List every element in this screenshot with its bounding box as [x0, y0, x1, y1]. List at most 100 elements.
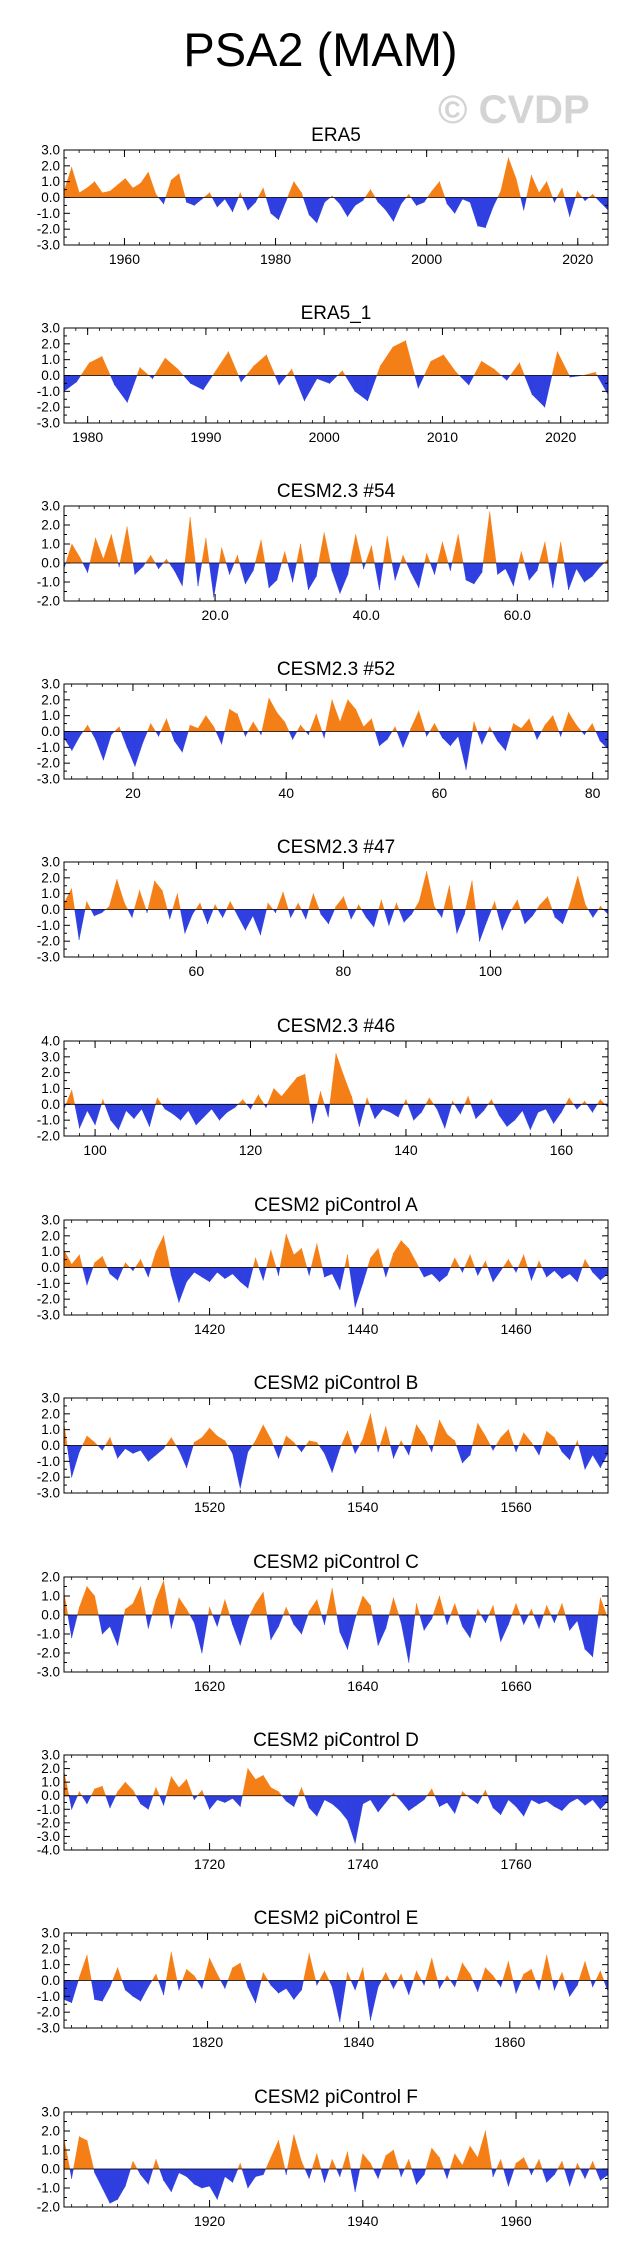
data-point — [492, 206, 494, 208]
data-point — [110, 734, 112, 736]
data-point — [433, 905, 435, 907]
data-point — [216, 206, 218, 208]
data-point — [599, 740, 601, 742]
data-point — [170, 1275, 172, 1276]
data-point — [477, 1422, 479, 1424]
data-point — [576, 1798, 578, 1799]
data-point — [320, 913, 322, 915]
data-point — [523, 1815, 525, 1817]
data-point — [382, 1108, 384, 1110]
data-point — [328, 923, 329, 925]
data-point — [492, 1281, 494, 1283]
data-point — [477, 1275, 479, 1276]
y-tick-label: -3.0 — [37, 238, 60, 253]
data-point — [421, 1111, 422, 1113]
data-point — [78, 1791, 80, 1793]
data-point — [229, 901, 231, 902]
data-point — [554, 917, 556, 918]
data-point — [324, 1624, 325, 1625]
data-point — [538, 2159, 540, 2160]
data-point — [278, 2140, 279, 2141]
data-point — [553, 201, 555, 203]
x-tick-label: 1620 — [194, 1678, 225, 1694]
data-point — [431, 1273, 433, 1275]
data-point — [568, 712, 569, 713]
y-tick-label: 3.0 — [41, 2105, 60, 2120]
data-point — [178, 1449, 180, 1451]
data-point — [557, 351, 558, 353]
data-point — [285, 1988, 287, 1989]
data-point — [324, 1276, 325, 1278]
data-point — [109, 1273, 111, 1275]
data-point — [584, 1648, 586, 1650]
data-point — [561, 1451, 563, 1453]
data-point — [163, 2180, 165, 2181]
data-point — [362, 1967, 364, 1969]
data-point — [452, 1100, 453, 1102]
data-point — [132, 1603, 134, 1604]
data-point — [300, 543, 301, 545]
data-point — [202, 389, 204, 391]
chart-panel: CESM2 piControl F -2.0 -1.0 0.0 1.0 2.0 3.0 192… — [37, 2087, 609, 2229]
data-point — [94, 1999, 96, 2000]
data-point — [538, 1989, 540, 1991]
data-point — [538, 1454, 540, 1456]
data-point — [247, 209, 249, 211]
y-tick-label: 3.0 — [41, 1049, 60, 1064]
data-point — [94, 181, 96, 183]
data-point — [500, 2159, 502, 2160]
data-point — [396, 902, 397, 904]
x-tick-label: 140 — [394, 1142, 418, 1158]
data-point — [94, 2172, 96, 2174]
data-point — [331, 1472, 333, 1473]
data-point — [497, 740, 499, 742]
data-point — [193, 1271, 195, 1273]
data-point — [178, 2172, 180, 2174]
data-point — [118, 566, 120, 568]
data-point — [103, 558, 104, 560]
plot-frame — [63, 2111, 609, 2208]
data-point — [209, 1281, 210, 1283]
data-point — [201, 2187, 203, 2189]
data-point — [417, 387, 419, 389]
data-point — [190, 383, 191, 384]
data-point — [492, 1807, 494, 1809]
y-tick-label: 1.0 — [41, 886, 60, 901]
chart-panel: CESM2 piControl E -3.0-2.0-1.00.01.02.03.… — [37, 1908, 609, 2050]
data-point — [301, 1451, 302, 1453]
data-point — [467, 1096, 469, 1097]
data-point — [158, 568, 160, 570]
data-point — [576, 724, 577, 726]
data-point — [324, 1453, 325, 1454]
data-point — [393, 1252, 394, 1254]
data-point — [124, 178, 126, 179]
x-tick-label: 1420 — [194, 1321, 225, 1337]
data-point — [553, 1437, 555, 1438]
data-point — [366, 1097, 368, 1099]
data-point — [377, 1451, 379, 1453]
data-point — [239, 1806, 241, 1807]
data-point — [519, 362, 520, 364]
x-tick-label: 1960 — [109, 251, 140, 267]
data-point — [569, 1273, 571, 1275]
data-point — [186, 1608, 187, 1610]
data-point — [293, 181, 295, 183]
y-tick-label: 0.0 — [41, 724, 60, 739]
y-tick-label: -3.0 — [37, 772, 60, 787]
x-tick-label: 60.0 — [504, 607, 531, 623]
data-point — [362, 1803, 364, 1805]
data-point — [416, 2183, 417, 2185]
data-point — [523, 209, 525, 211]
data-point — [178, 1597, 180, 1599]
data-point — [530, 1969, 532, 1970]
data-point — [232, 1624, 233, 1625]
data-point — [331, 2159, 333, 2160]
positive-area — [82, 698, 597, 732]
data-point — [363, 726, 364, 728]
x-tick-label: 1990 — [190, 429, 221, 445]
data-point — [446, 1975, 448, 1977]
data-point — [485, 1967, 486, 1969]
data-point — [546, 1954, 548, 1956]
y-tick-label: -2.0 — [37, 1815, 60, 1830]
data-point — [592, 2161, 594, 2162]
